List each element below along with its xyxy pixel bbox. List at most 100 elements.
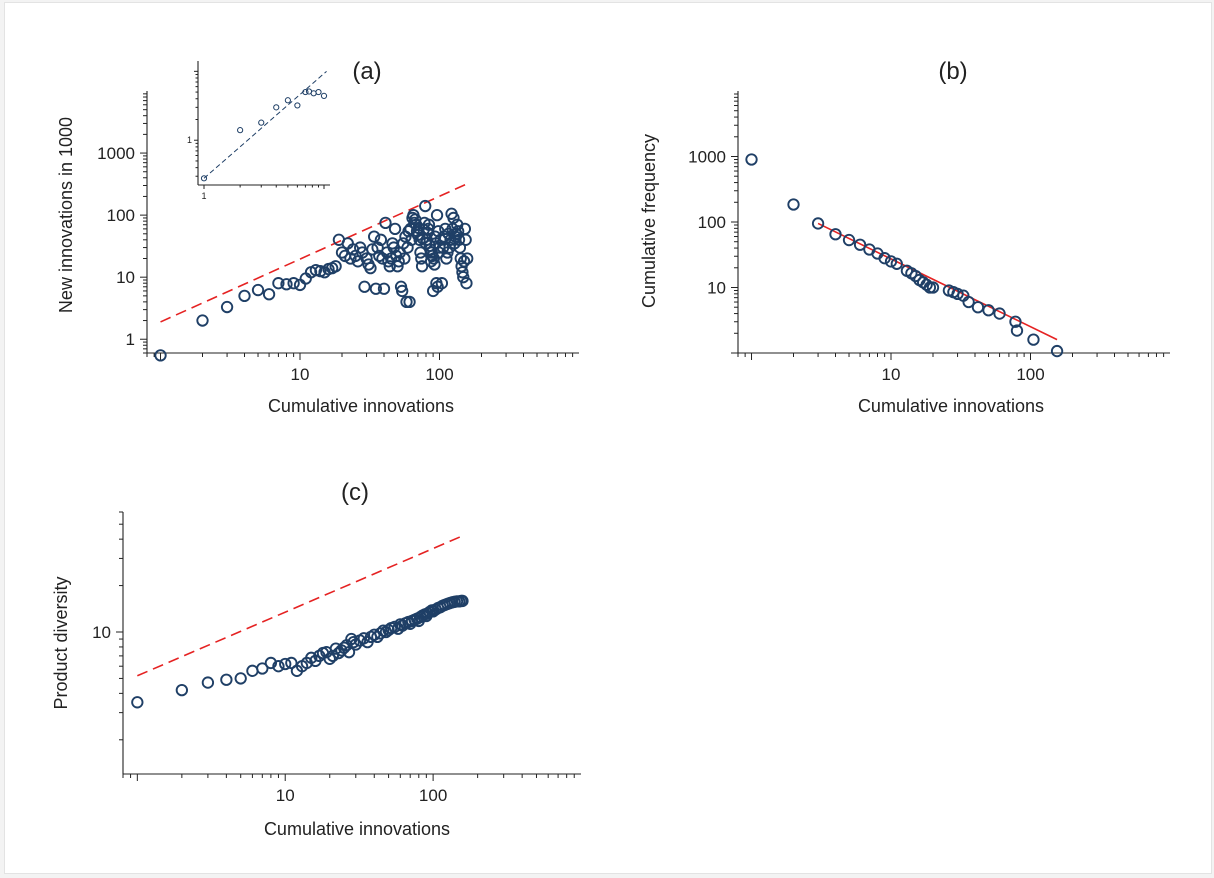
data-point: [373, 249, 386, 263]
data-point: [415, 260, 429, 273]
data-point: [374, 233, 388, 246]
data-point: [369, 282, 383, 295]
figure-svg: 10 100 1 10 100 1000 (a) Cumulative innovations…: [51, 58, 1170, 839]
data-point: [920, 278, 933, 291]
inset-data-point: [273, 104, 280, 111]
data-point: [878, 252, 891, 265]
x-axis-label: Cumulative innovations: [264, 819, 450, 839]
data-point: [342, 646, 356, 659]
data-point: [335, 246, 349, 259]
data-point: [435, 277, 449, 290]
data-point: [456, 594, 469, 608]
data-point: [293, 278, 307, 292]
data-point: [853, 238, 867, 251]
inset-data-point: [258, 119, 265, 126]
figure-canvas: 10 100 1 10 100 1000 (a) Cumulative innovations…: [4, 2, 1212, 874]
data-point: [842, 233, 856, 247]
x-tick-label: 10: [882, 365, 901, 384]
data-point: [745, 153, 758, 166]
data-point: [329, 260, 342, 273]
inset-data-point: [320, 92, 328, 99]
inset-data-point: [200, 175, 208, 182]
data-point: [377, 282, 391, 295]
data-point: [1027, 333, 1040, 346]
data-point: [238, 289, 251, 303]
y-tick-label: 10: [92, 623, 111, 642]
inset-x-tick-label: 1: [201, 191, 206, 201]
data-point: [391, 260, 404, 273]
data-point: [440, 252, 453, 265]
chart-title: (b): [938, 58, 967, 85]
data-point: [264, 656, 278, 670]
data-point: [383, 260, 396, 273]
data-point: [457, 271, 470, 284]
panel-a: 10 100 1 10 100 1000 (a) Cumulative innovations…: [56, 58, 579, 416]
y-axis-label: Cumulative frequency: [639, 134, 659, 308]
data-point: [280, 278, 293, 291]
y-tick-label: 10: [707, 279, 726, 298]
fit-line: [137, 535, 463, 677]
data-point: [175, 683, 189, 697]
data-point: [279, 657, 292, 671]
data-point: [951, 287, 964, 300]
x-tick-label: 100: [419, 786, 447, 805]
data-point: [461, 252, 474, 265]
data-point: [246, 664, 259, 677]
data-point: [1010, 324, 1024, 337]
inset-data-point: [294, 102, 301, 109]
inset-data-point: [302, 88, 309, 96]
inset-plot: 11: [187, 61, 330, 201]
inset-data-point: [284, 97, 291, 104]
x-axis-label: Cumulative innovations: [268, 396, 454, 416]
y-axis-label: Product diversity: [51, 576, 71, 709]
data-point: [358, 280, 371, 293]
data-point: [1009, 315, 1022, 328]
y-tick-label: 1: [126, 330, 135, 349]
data-point: [154, 349, 167, 362]
y-axis-label: New innovations in 1000: [56, 117, 76, 313]
data-point: [454, 252, 467, 265]
data-point: [428, 258, 441, 271]
data-point: [811, 217, 825, 230]
data-point: [326, 649, 340, 663]
panel-c: 10 100 10 (c) Cumulative innovations Product …: [51, 479, 581, 839]
data-point: [419, 199, 432, 213]
inset-data-point: [237, 127, 244, 134]
data-point: [424, 255, 438, 268]
data-point: [201, 676, 215, 689]
data-point: [452, 233, 466, 246]
data-point: [272, 277, 285, 290]
inset-data-point: [315, 88, 322, 96]
data-point: [388, 222, 402, 236]
data-point: [368, 230, 381, 243]
data-point: [982, 304, 995, 317]
data-point: [234, 672, 247, 685]
chart-title: (c): [341, 479, 369, 506]
data-point: [398, 252, 411, 265]
data-point: [962, 295, 975, 309]
data-point: [220, 300, 234, 314]
data-point: [364, 261, 377, 275]
x-tick-label: 100: [425, 365, 453, 384]
data-point: [403, 295, 416, 309]
fit-line: [160, 183, 468, 323]
data-point: [371, 241, 384, 254]
data-point: [787, 198, 800, 211]
data-point: [357, 632, 370, 645]
data-point: [131, 696, 144, 709]
data-point: [379, 216, 392, 230]
x-tick-label: 10: [276, 786, 295, 805]
data-point: [890, 257, 903, 270]
y-tick-label: 1000: [97, 144, 135, 163]
data-point: [422, 218, 436, 231]
data-point: [262, 288, 276, 301]
chart-title: (a): [352, 58, 381, 85]
data-point: [993, 307, 1006, 320]
data-point: [1050, 344, 1064, 358]
data-point: [272, 660, 285, 673]
panel-b: 10 100 10 100 1000 (b) Cumulative innovations C…: [639, 58, 1170, 416]
y-tick-label: 100: [698, 213, 726, 232]
data-point: [926, 281, 940, 294]
data-point: [256, 662, 269, 675]
inset-y-tick-label: 1: [187, 135, 192, 145]
